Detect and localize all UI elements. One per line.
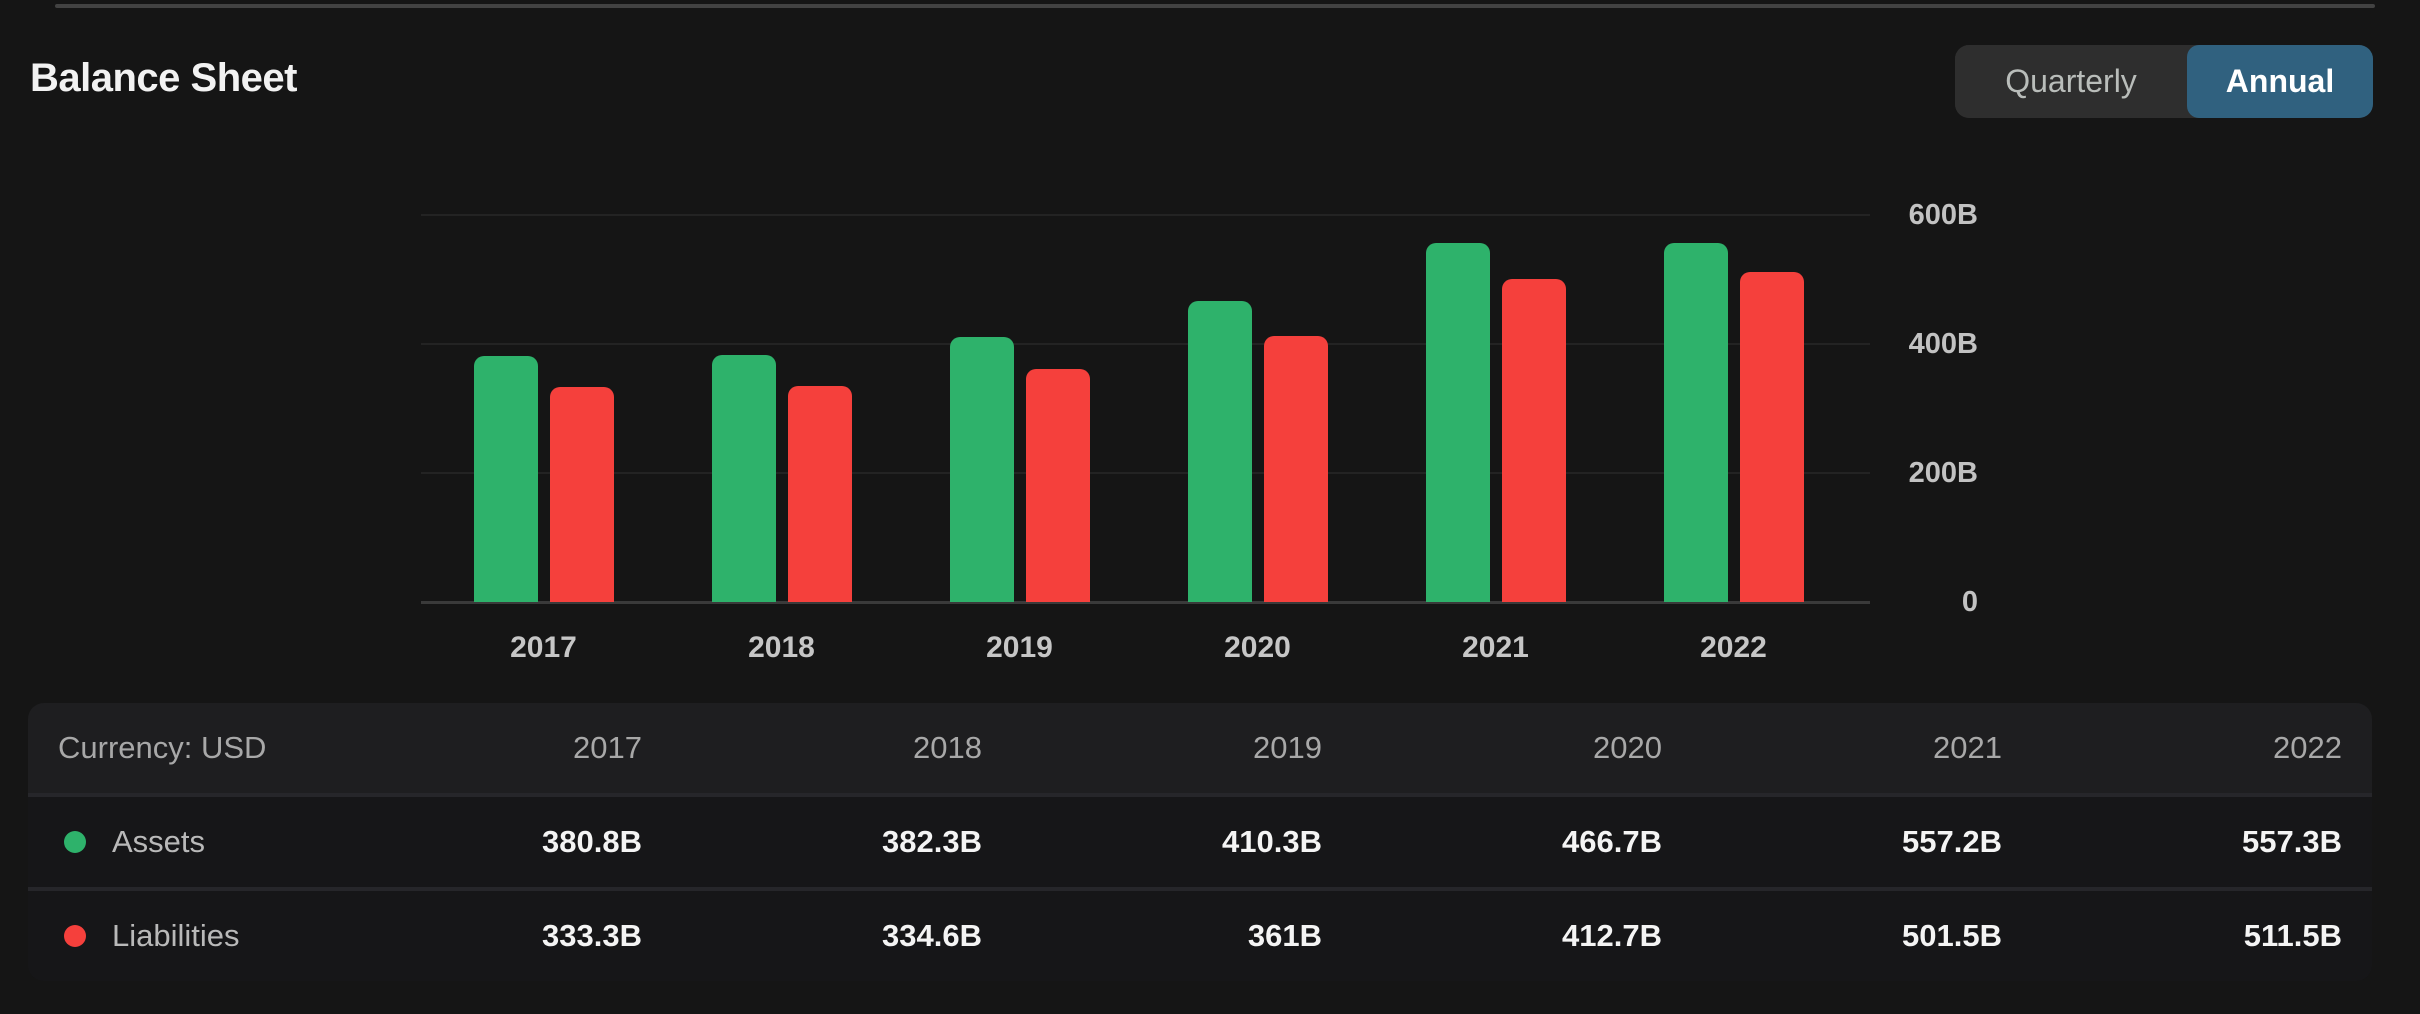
value-assets-2018: 382.3B [882,824,982,859]
currency-label: Currency: USD [58,730,267,765]
value-liabilities-2022: 511.5B [2243,918,2342,953]
series-name: Assets [112,824,206,859]
bar-liabilities-2019[interactable] [1025,369,1090,602]
annual-button[interactable]: Annual [2187,45,2373,118]
column-header-2022: 2022 [2273,730,2342,765]
bar-assets-2017[interactable] [473,356,538,602]
bar-liabilities-2021[interactable] [1501,278,1566,602]
x-tick-2021: 2021 [1462,631,1529,664]
y-tick-600B: 600B [1908,199,1978,231]
x-tick-2022: 2022 [1700,631,1767,664]
assets-dot-icon [64,831,86,853]
column-header-2019: 2019 [1253,730,1322,765]
top-divider [55,4,2375,8]
gridline-200B [421,472,1870,474]
bar-assets-2021[interactable] [1425,242,1490,602]
value-liabilities-2019: 361B [1247,918,1322,953]
y-tick-0: 0 [1961,586,1978,618]
value-liabilities-2021: 501.5B [1902,918,2002,953]
table-header-row: Currency: USD 2017 2018 2019 2020 2021 2022 [28,703,2372,793]
x-tick-2019: 2019 [986,631,1053,664]
balance-sheet-table: Currency: USD 2017 2018 2019 2020 2021 2022 A… [28,703,2372,981]
series-legend-assets[interactable]: Assets [58,824,302,860]
bar-liabilities-2018[interactable] [787,386,852,602]
bar-assets-2022[interactable] [1663,242,1728,602]
y-tick-200B: 200B [1908,457,1978,489]
bar-liabilities-2022[interactable] [1739,272,1804,602]
value-assets-2017: 380.8B [542,824,642,859]
gridline-600B [421,214,1870,216]
value-assets-2019: 410.3B [1222,824,1322,859]
column-header-2017: 2017 [573,730,642,765]
bar-assets-2018[interactable] [711,355,776,602]
column-header-2021: 2021 [1933,730,2002,765]
table-row-liabilities: Liabilities 333.3B 334.6B 361B 412.7B 501.5B 5… [28,887,2372,981]
table-row-assets: Assets 380.8B 382.3B 410.3B 466.7B 557.2B 557.… [28,793,2372,887]
column-header-2018: 2018 [913,730,982,765]
value-liabilities-2018: 334.6B [882,918,982,953]
x-tick-2018: 2018 [748,631,815,664]
bar-assets-2020[interactable] [1187,300,1252,602]
bar-liabilities-2017[interactable] [549,387,614,602]
page-title: Balance Sheet [30,56,297,100]
x-tick-2020: 2020 [1224,631,1291,664]
series-name: Liabilities [112,918,240,953]
value-assets-2020: 466.7B [1562,824,1662,859]
bar-assets-2019[interactable] [949,337,1014,602]
period-toggle: Quarterly Annual [1955,45,2373,118]
value-assets-2021: 557.2B [1902,824,2002,859]
quarterly-button[interactable]: Quarterly [1955,45,2187,118]
series-legend-liabilities[interactable]: Liabilities [58,918,302,954]
column-header-2020: 2020 [1593,730,1662,765]
x-axis-baseline [421,601,1870,604]
liabilities-dot-icon [64,925,86,947]
bar-liabilities-2020[interactable] [1263,335,1328,602]
y-tick-400B: 400B [1908,328,1978,360]
value-assets-2022: 557.3B [2242,824,2342,859]
value-liabilities-2020: 412.7B [1562,918,1662,953]
table-body: Assets 380.8B 382.3B 410.3B 466.7B 557.2B 557.… [28,793,2372,981]
value-liabilities-2017: 333.3B [542,918,642,953]
x-tick-2017: 2017 [510,631,577,664]
gridline-400B [421,343,1870,345]
